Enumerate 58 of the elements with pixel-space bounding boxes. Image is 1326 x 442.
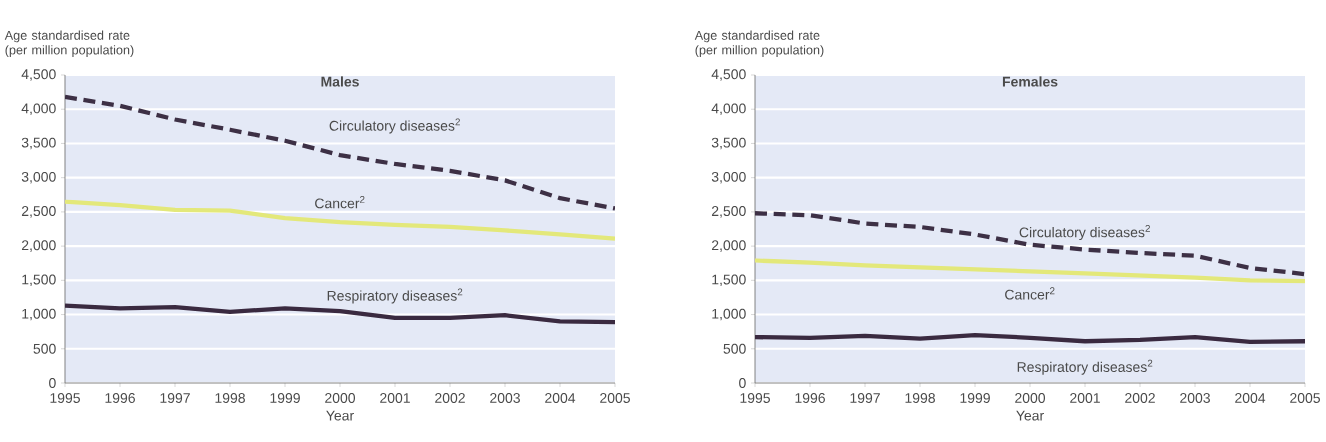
y-tick-label: 3,500 [21,137,56,150]
y-tick-label: 2,000 [711,240,746,252]
x-tick-label: 2002 [435,393,465,403]
y-tick-label: 1,500 [712,274,746,287]
y-axis-title: Age standardised rate (per million population) [694,30,824,57]
x-tick-label: 1995 [740,393,770,403]
x-tick-label: 2001 [1070,393,1100,403]
x-tick-label: 2003 [490,393,520,403]
x-tick-label: 1998 [215,393,245,403]
x-tick-label: 2000 [1015,393,1046,403]
x-tick-label: 1999 [960,393,990,403]
series-label: Cancer$^{2}$ [315,196,365,209]
x-axis-title: Year [326,410,354,421]
line-series [755,332,1306,345]
y-tick-label: 1,500 [22,274,56,287]
x-tick-label: 2005 [1290,393,1320,403]
series-label: Respiratory diseases$^{2}$ [327,288,463,304]
line-series [755,211,1306,277]
y-tick-label: 3,000 [21,171,56,184]
y-tick-label: 4,000 [711,103,746,116]
x-tick-label: 1996 [105,393,135,403]
x-tick-label: 1997 [850,393,880,403]
y-tick-label: 500 [33,343,56,354]
y-tick-label: 3,500 [711,137,746,150]
y-axis-title: Age standardised rate (per million population) [4,30,134,57]
y-tick-label: 1,000 [712,308,746,321]
y-tick-label: 0 [739,378,746,388]
x-tick-label: 1998 [905,393,935,403]
series-label: Respiratory diseases$^{2}$ [1017,359,1153,375]
x-tick-label: 1996 [795,393,825,403]
y-tick-label: 1,000 [22,308,56,321]
y-tick-label: 4,500 [21,69,56,81]
y-tick-label: 2,500 [21,206,56,218]
series-label: Cancer$^{2}$ [1005,287,1055,300]
y-tick-label: 3,000 [711,171,746,184]
x-tick-label: 2003 [1180,393,1210,403]
y-tick-label: 4,000 [21,103,56,116]
y-tick-label: 0 [49,378,56,388]
chart-title: Males [321,76,359,87]
line-series [65,94,616,211]
x-tick-label: 1999 [270,393,300,403]
x-tick-label: 1995 [50,393,80,403]
x-tick-label: 2004 [1235,393,1266,403]
x-tick-label: 2001 [380,393,410,403]
series-label: Circulatory diseases$^{2}$ [1019,225,1150,241]
x-tick-label: 2002 [1125,393,1155,403]
x-axis-title: Year [1016,410,1044,421]
x-tick-label: 2000 [325,393,356,403]
x-tick-label: 2004 [545,393,576,403]
y-tick-label: 2,000 [21,240,56,252]
x-tick-label: 2005 [600,393,630,403]
y-tick-label: 4,500 [711,69,746,81]
x-tick-label: 1997 [160,393,190,403]
series-label: Circulatory diseases$^{2}$ [329,118,460,134]
y-tick-label: 500 [723,343,746,354]
y-tick-label: 2,500 [711,206,746,218]
chart-title: Females [1002,76,1058,87]
line-series [65,303,616,325]
